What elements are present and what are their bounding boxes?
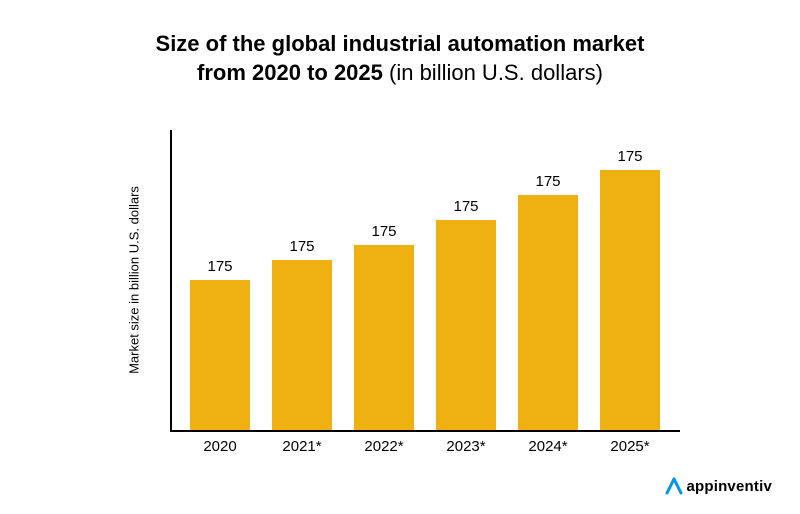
bar-rect <box>600 170 660 430</box>
bar-rect <box>272 260 332 430</box>
bar: 175 <box>190 280 250 430</box>
bar-value-label: 175 <box>289 238 314 255</box>
bar: 175 <box>354 245 414 430</box>
bar-rect <box>518 195 578 430</box>
bar-rect <box>354 245 414 430</box>
chart-title: Size of the global industrial automation… <box>0 0 800 87</box>
x-axis-label: 2023* <box>446 438 485 455</box>
x-axis-label: 2025* <box>610 438 649 455</box>
bar: 175 <box>600 170 660 430</box>
title-line1: Size of the global industrial automation… <box>156 31 645 56</box>
appinventiv-logo-icon <box>664 476 684 496</box>
plot: 175 175 175 175 175 175 <box>170 130 680 430</box>
brand-logo: appinventiv <box>664 476 772 496</box>
bar-value-label: 175 <box>453 198 478 215</box>
title-line2-bold: from 2020 to 2025 <box>197 60 383 85</box>
bar-value-label: 175 <box>207 258 232 275</box>
x-axis-label: 2022* <box>364 438 403 455</box>
y-axis-label: Market size in billion U.S. dollars <box>127 186 142 374</box>
title-line2-light: (in billion U.S. dollars) <box>383 60 603 85</box>
x-axis-label: 2020 <box>203 438 236 455</box>
bar: 175 <box>518 195 578 430</box>
x-axis-line <box>170 430 680 432</box>
chart-area: Market size in billion U.S. dollars 1751… <box>170 130 680 430</box>
bar: 175 <box>436 220 496 430</box>
bar-value-label: 175 <box>535 173 560 190</box>
page-root: Size of the global industrial automation… <box>0 0 800 514</box>
y-axis-line <box>170 130 172 432</box>
brand-logo-text: appinventiv <box>686 478 772 495</box>
bar-value-label: 175 <box>371 223 396 240</box>
bar-value-label: 175 <box>617 148 642 165</box>
x-axis-label: 2021* <box>282 438 321 455</box>
bar: 175 <box>272 260 332 430</box>
x-axis-label: 2024* <box>528 438 567 455</box>
bar-rect <box>190 280 250 430</box>
bar-rect <box>436 220 496 430</box>
